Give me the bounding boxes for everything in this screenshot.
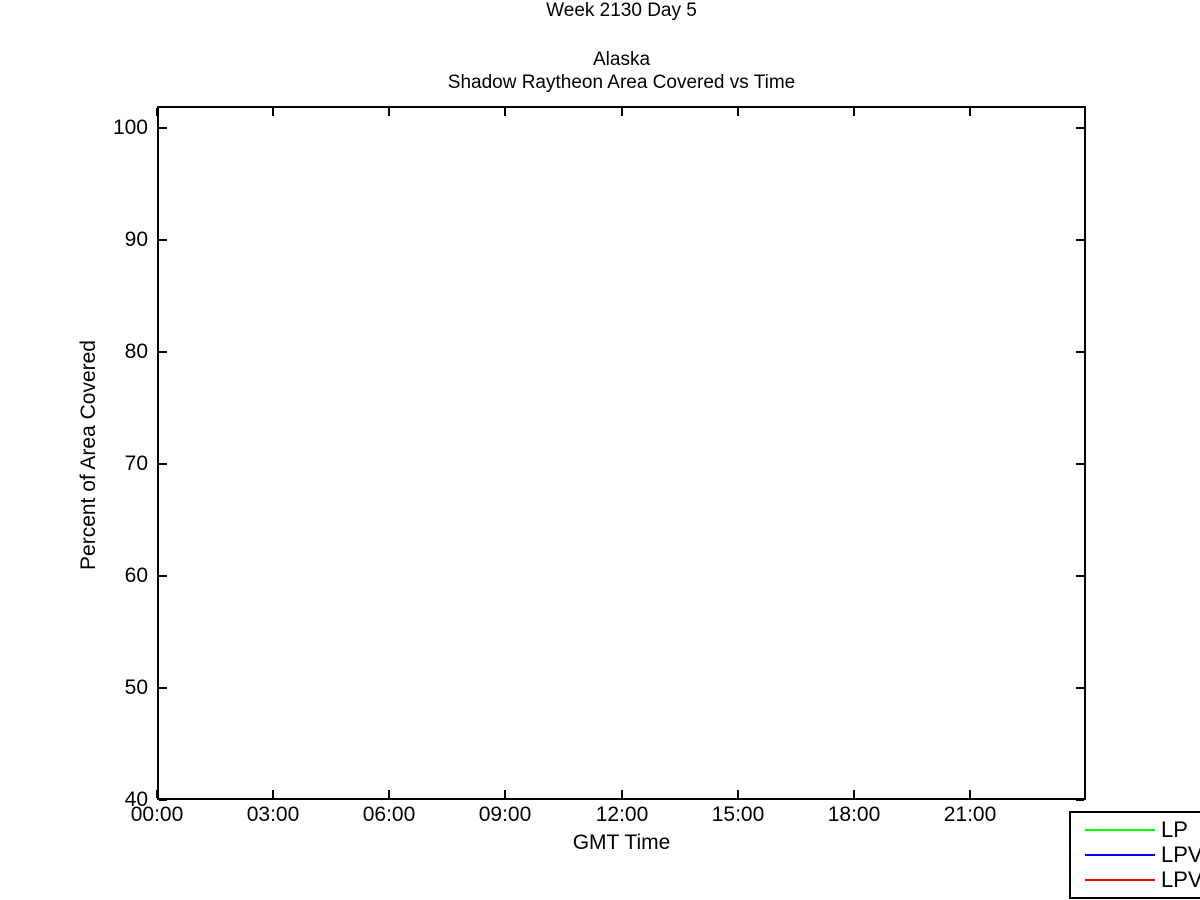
- x-tick-bottom: [853, 790, 855, 798]
- x-tick-top: [156, 108, 158, 116]
- y-tick-label: 100: [112, 116, 148, 139]
- legend-line-sample: [1085, 853, 1155, 856]
- x-tick-label: 15:00: [711, 803, 765, 826]
- legend-entry: LPV200: [1071, 867, 1200, 892]
- legend-line-sample: [1085, 828, 1155, 831]
- x-tick-label: 00:00: [130, 803, 184, 826]
- legend-entry: LP: [1071, 817, 1200, 842]
- x-tick-top: [621, 108, 623, 116]
- y-tick-label: 90: [124, 228, 148, 251]
- x-tick-top: [388, 108, 390, 116]
- y-tick-left: [159, 799, 167, 801]
- series-lines: [159, 108, 1084, 798]
- x-tick-bottom: [737, 790, 739, 798]
- y-tick-right: [1076, 239, 1084, 241]
- y-tick-left: [159, 351, 167, 353]
- y-tick-left: [159, 575, 167, 577]
- x-tick-top: [969, 108, 971, 116]
- y-tick-right: [1076, 799, 1084, 801]
- axes-title-line1: Alaska: [592, 49, 651, 70]
- x-tick-label: 18:00: [827, 803, 881, 826]
- legend-box: LPLPVLPV200: [1069, 811, 1200, 899]
- y-tick-left: [159, 463, 167, 465]
- axes-title-line2: Shadow Raytheon Area Covered vs Time: [447, 72, 796, 93]
- x-tick-label: 12:00: [595, 803, 649, 826]
- y-tick-label: 40: [124, 788, 148, 811]
- x-tick-label: 06:00: [362, 803, 416, 826]
- legend-entry-label: LPV200: [1161, 866, 1200, 892]
- y-tick-right: [1076, 687, 1084, 689]
- x-tick-label: 03:00: [246, 803, 300, 826]
- x-tick-top: [737, 108, 739, 116]
- figure-suptitle: Week 2130 Day 5: [546, 0, 697, 21]
- legend-entry-label: LPV: [1161, 841, 1200, 867]
- x-tick-top: [504, 108, 506, 116]
- x-tick-label: 21:00: [943, 803, 997, 826]
- x-tick-bottom: [388, 790, 390, 798]
- legend-line-sample: [1085, 878, 1155, 881]
- legend-entry: LPV: [1071, 842, 1200, 867]
- y-tick-right: [1076, 351, 1084, 353]
- y-tick-right: [1076, 127, 1084, 129]
- x-tick-bottom: [621, 790, 623, 798]
- x-tick-bottom: [504, 790, 506, 798]
- y-tick-left: [159, 687, 167, 689]
- x-axis-label: GMT Time: [572, 831, 671, 854]
- x-tick-label: 09:00: [478, 803, 532, 826]
- plot-area: LPLPVLPV200: [157, 106, 1200, 899]
- y-tick-right: [1076, 463, 1084, 465]
- y-tick-label: 50: [124, 676, 148, 699]
- legend-entry-label: LP: [1161, 816, 1188, 842]
- y-tick-label: 60: [124, 564, 148, 587]
- x-tick-bottom: [156, 790, 158, 798]
- y-tick-label: 80: [124, 340, 148, 363]
- x-tick-bottom: [969, 790, 971, 798]
- y-tick-right: [1076, 575, 1084, 577]
- y-tick-left: [159, 239, 167, 241]
- y-tick-left: [159, 127, 167, 129]
- y-tick-label: 70: [124, 452, 148, 475]
- x-tick-top: [853, 108, 855, 116]
- x-tick-bottom: [272, 790, 274, 798]
- axes-title: Alaska Shadow Raytheon Area Covered vs T…: [157, 48, 1086, 94]
- x-tick-top: [272, 108, 274, 116]
